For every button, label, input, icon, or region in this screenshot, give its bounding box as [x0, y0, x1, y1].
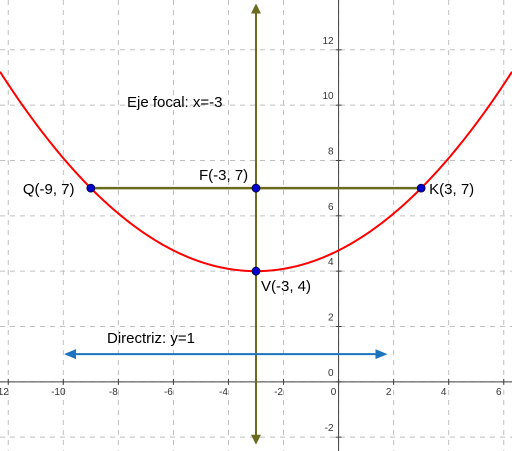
x-tick-label: 0: [331, 387, 337, 398]
y-tick-label: -2: [325, 423, 334, 434]
directrix-label: Directriz: y=1: [107, 330, 195, 347]
x-tick-label: 4: [441, 387, 447, 398]
point-marker: [251, 266, 261, 276]
y-tick-label: 10: [322, 91, 334, 102]
y-tick-label: 0: [328, 368, 334, 379]
labels: Q(-9, 7) F(-3, 7) K(3, 7) V(-3, 4) Eje focal…: [23, 94, 474, 347]
y-tick-label: 6: [328, 202, 334, 213]
x-tick-label: 2: [386, 387, 392, 398]
y-tick-label: 2: [328, 312, 334, 323]
point-label: K(3, 7): [429, 181, 474, 198]
points: [86, 183, 426, 276]
point-marker: [416, 183, 426, 193]
x-tick-label: -2: [274, 387, 283, 398]
x-tick-label: -6: [164, 387, 173, 398]
point-label: V(-3, 4): [261, 278, 311, 295]
y-tick-label: 4: [328, 257, 334, 268]
y-tick-label: 8: [328, 146, 334, 157]
x-tick-label: 12: [0, 387, 9, 398]
point-label: Q(-9, 7): [23, 181, 75, 198]
x-tick-label: -8: [109, 387, 118, 398]
point-marker: [86, 183, 96, 193]
x-tick-label: -10: [51, 387, 66, 398]
y-tick-label: 12: [322, 36, 334, 47]
lines: [64, 3, 422, 445]
tick-labels: 12 -10 -8 -6 -4 -2 0 2 4 6 12 10 8 6 4 2 0 -2: [0, 36, 502, 434]
point-label: F(-3, 7): [199, 167, 248, 184]
point-marker: [251, 183, 261, 193]
focal-axis-label: Eje focal: x=-3: [127, 94, 222, 111]
x-tick-label: -4: [219, 387, 228, 398]
x-tick-label: 6: [496, 387, 502, 398]
